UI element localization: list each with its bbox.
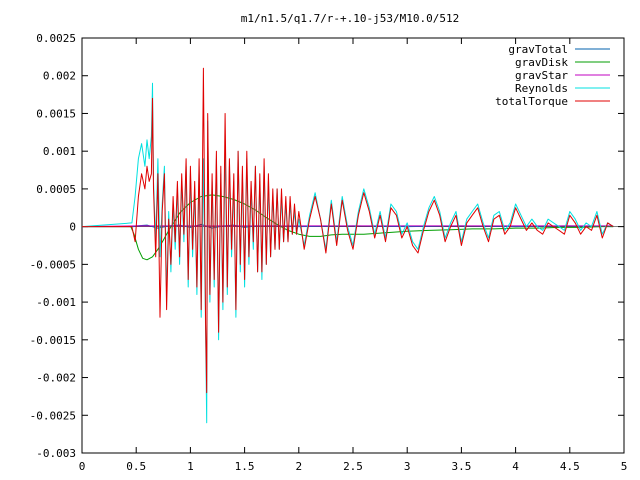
chart-title: m1/n1.5/q1.7/r-+.10-j53/M10.0/512 xyxy=(241,12,460,25)
legend-label: gravStar xyxy=(515,69,568,82)
y-tick-label: -0.002 xyxy=(36,372,76,385)
y-tick-label: -0.001 xyxy=(36,296,76,309)
y-tick-label: -0.0025 xyxy=(30,409,76,422)
x-tick-label: 0 xyxy=(79,460,86,473)
y-tick-label: -0.0015 xyxy=(30,334,76,347)
x-tick-label: 4 xyxy=(512,460,519,473)
series-line-totalTorque xyxy=(82,67,614,394)
x-tick-label: 1 xyxy=(187,460,194,473)
series-lines xyxy=(81,67,614,424)
x-tick-label: 0.5 xyxy=(126,460,146,473)
y-tick-label: 0 xyxy=(69,221,76,234)
x-tick-label: 3.5 xyxy=(451,460,471,473)
x-tick-label: 2.5 xyxy=(343,460,363,473)
legend-label: totalTorque xyxy=(495,95,568,108)
y-tick-label: -0.003 xyxy=(36,447,76,460)
x-tick-label: 1.5 xyxy=(235,460,255,473)
y-tick-label: 0.002 xyxy=(43,70,76,83)
legend: gravTotalgravDiskgravStarReynoldstotalTo… xyxy=(495,43,610,108)
legend-label: gravTotal xyxy=(508,43,568,56)
x-tick-label: 4.5 xyxy=(560,460,580,473)
y-tick-label: 0.001 xyxy=(43,145,76,158)
y-tick-label: 0.0015 xyxy=(36,107,76,120)
x-tick-label: 3 xyxy=(404,460,411,473)
x-tick-label: 2 xyxy=(295,460,302,473)
plot-area xyxy=(81,37,625,454)
y-tick-label: 0.0005 xyxy=(36,183,76,196)
legend-label: Reynolds xyxy=(515,82,568,95)
x-tick-label: 5 xyxy=(621,460,628,473)
legend-label: gravDisk xyxy=(515,56,568,69)
y-tick-label: -0.0005 xyxy=(30,258,76,271)
y-tick-label: 0.0025 xyxy=(36,32,76,45)
